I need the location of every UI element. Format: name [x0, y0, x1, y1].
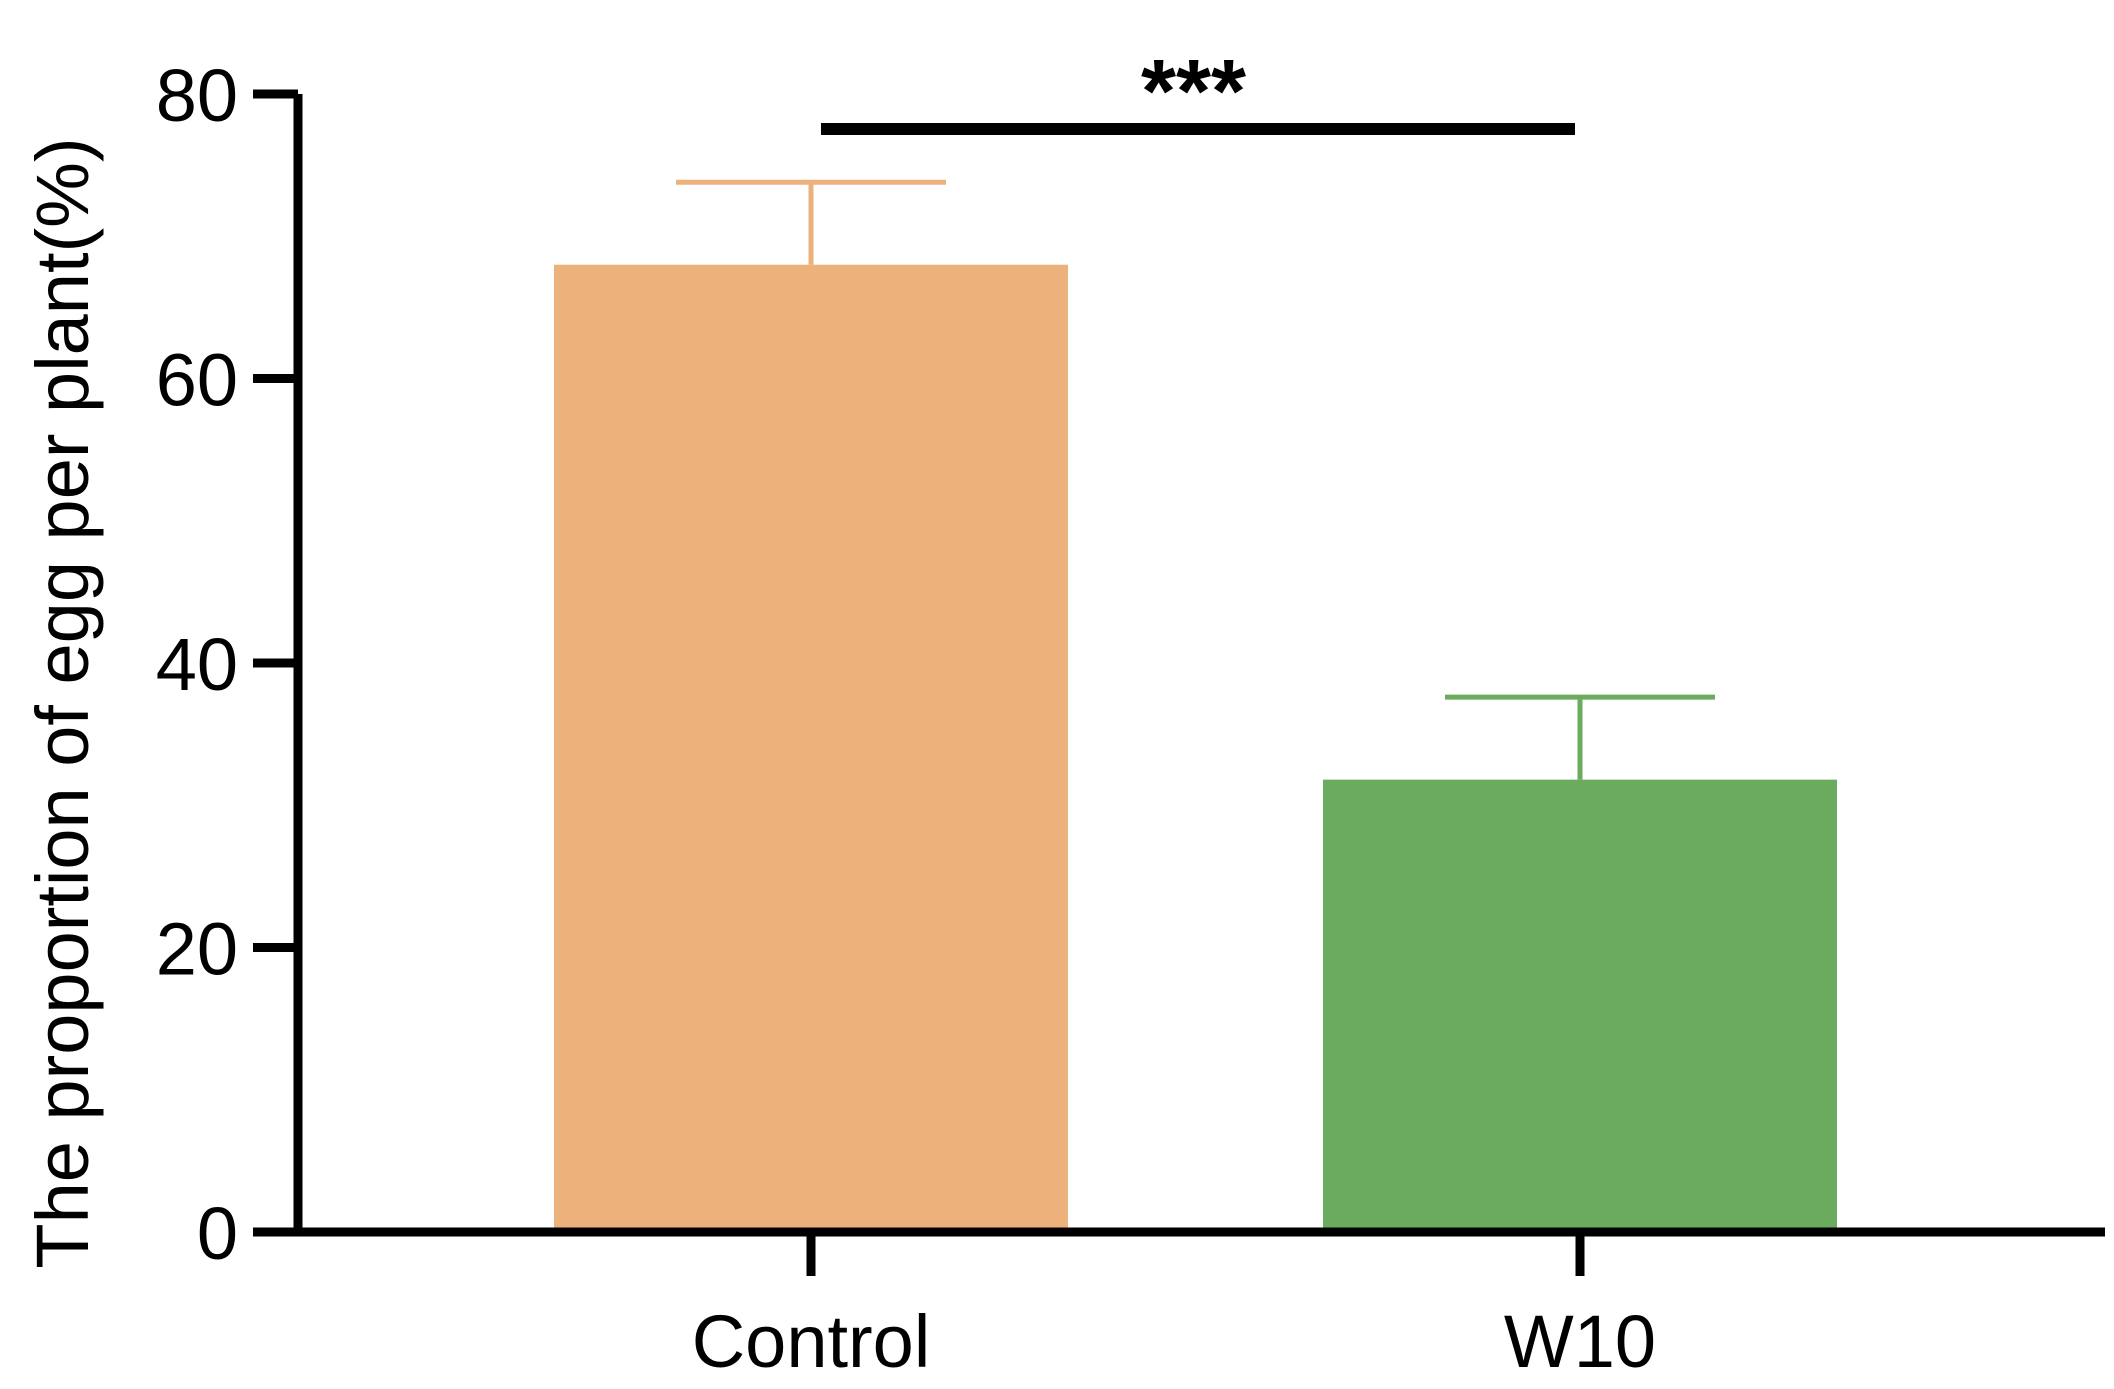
y-tick-label: 0: [197, 1192, 238, 1275]
error-bars: [676, 179, 1715, 780]
significance-label: ***: [1141, 42, 1246, 142]
bar-control: [554, 264, 1068, 1232]
bar-w10: [1323, 779, 1837, 1232]
y-axis-title: The proportion of egg per plant(%): [21, 137, 104, 1268]
significance-annotation: ***: [821, 42, 1575, 142]
x-tick-label: W10: [1504, 1300, 1656, 1383]
bars: [554, 264, 1837, 1232]
y-tick-label: 20: [156, 908, 238, 991]
y-tick-label: 40: [156, 623, 238, 706]
y-tick-label: 80: [156, 54, 238, 137]
y-tick-label: 60: [156, 339, 238, 422]
x-tick-label: Control: [692, 1300, 931, 1383]
x-axis-ticks: Control W10: [692, 1232, 1656, 1383]
y-axis-ticks: 0 20 40 60 80: [156, 54, 298, 1275]
